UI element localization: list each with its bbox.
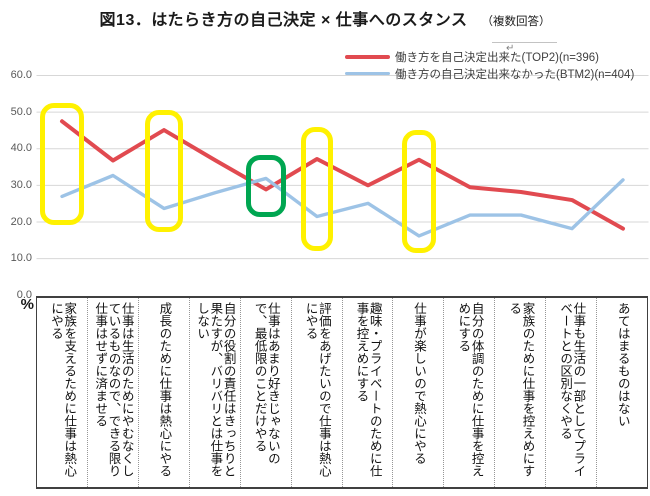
legend-line-swatch-blue (345, 72, 390, 75)
category-label: あてはまるものはない (615, 302, 630, 427)
category-label: 家族のために仕事を控えめにする (507, 302, 535, 477)
stray-line (492, 42, 557, 43)
category-cell: 仕事は生活のためにやむなくしているものなので、できる限り仕事はせずに済ませる (88, 298, 139, 487)
chart-title-row: 図13．はたらき方の自己決定 × 仕事へのスタンス （複数回答） (0, 6, 650, 30)
category-cell: 趣味・プライベートのために仕事を控えめにする (343, 298, 394, 487)
highlight-box-yellow (402, 130, 436, 254)
category-cell: 家族を支えるために仕事は熱心にやる (37, 298, 88, 487)
y-tick-label: 60.0 (10, 69, 32, 81)
legend-line-swatch-red (345, 54, 390, 59)
chart-title: 図13．はたらき方の自己決定 × 仕事へのスタンス (99, 12, 468, 29)
category-cell: 自分の体調のために仕事を控えめにする (444, 298, 496, 487)
y-tick-label: 20.0 (10, 215, 32, 228)
y-axis-unit-label: % (20, 296, 34, 313)
category-label: 成長のために仕事は熱心にやる (157, 302, 172, 477)
category-cell: 成長のために仕事は熱心にやる (139, 298, 190, 487)
series-line-btm2 (60, 173, 625, 238)
category-label: 仕事も生活の一部としてプライベートとの区別なくやる (558, 302, 586, 477)
highlight-box-yellow (40, 103, 84, 225)
highlight-box-yellow (145, 109, 183, 232)
y-tick-label: 30.0 (10, 178, 32, 191)
highlight-box-green (246, 154, 286, 217)
chart-title-note: （複数回答） (481, 16, 551, 28)
category-label: 家族を支えるために仕事は熱心にやる (48, 302, 77, 477)
category-cell: 仕事も生活の一部としてプライベートとの区別なくやる (546, 298, 598, 487)
category-label: 評価をあげたいので仕事は熱心にやる (303, 302, 331, 477)
category-label: 趣味・プライベートのために仕事を控えめにする (354, 302, 382, 477)
series-line-top2 (60, 119, 625, 231)
category-cell: 家族のために仕事を控えめにする (495, 298, 547, 487)
y-tick-label: 50.0 (10, 105, 32, 118)
category-cell: 仕事が楽しいので熱心にやる (393, 298, 445, 487)
y-tick-label: 10.0 (10, 252, 32, 265)
category-label: 仕事はあまり好きじゃないので、最低限のことだけやる (252, 302, 280, 465)
category-cell: 評価をあげたいので仕事は熱心にやる (292, 298, 343, 487)
highlight-box-yellow (301, 126, 333, 252)
category-cell: 仕事はあまり好きじゃないので、最低限のことだけやる (241, 298, 292, 487)
legend-item-btm2: 働き方の自己決定出来なかった(BTM2)(n=404) (345, 65, 634, 82)
return-arrow-glyph: ↵ (506, 43, 515, 54)
legend: 働き方を自己決定出来た(TOP2)(n=396) 働き方の自己決定出来なかった(… (345, 48, 634, 82)
y-tick-label: 40.0 (10, 142, 32, 155)
category-label: 自分の体調のために仕事を控えめにする (456, 302, 484, 477)
legend-label-btm2: 働き方の自己決定出来なかった(BTM2)(n=404) (395, 68, 635, 81)
category-cell: 自分の役割の責任はきっちりと果たすが、バリバリとは仕事をしない (190, 298, 241, 487)
legend-label-top2: 働き方を自己決定出来た(TOP2)(n=396) (395, 51, 599, 64)
y-tick-label: 0.0 (16, 288, 32, 301)
category-label: 仕事が楽しいので熱心にやる (412, 302, 427, 465)
category-label: 自分の役割の責任はきっちりと果たすが、バリバリとは仕事をしない (195, 302, 236, 477)
category-cell: あてはまるものはない (597, 298, 647, 487)
category-axis-table: 家族を支えるために仕事は熱心にやる 仕事は生活のためにやむなくしているものなので、… (36, 296, 648, 489)
legend-item-top2: 働き方を自己決定出来た(TOP2)(n=396) (345, 48, 634, 65)
category-label: 仕事は生活のためにやむなくしているものなので、できる限り仕事はせずに済ませる (93, 302, 134, 477)
